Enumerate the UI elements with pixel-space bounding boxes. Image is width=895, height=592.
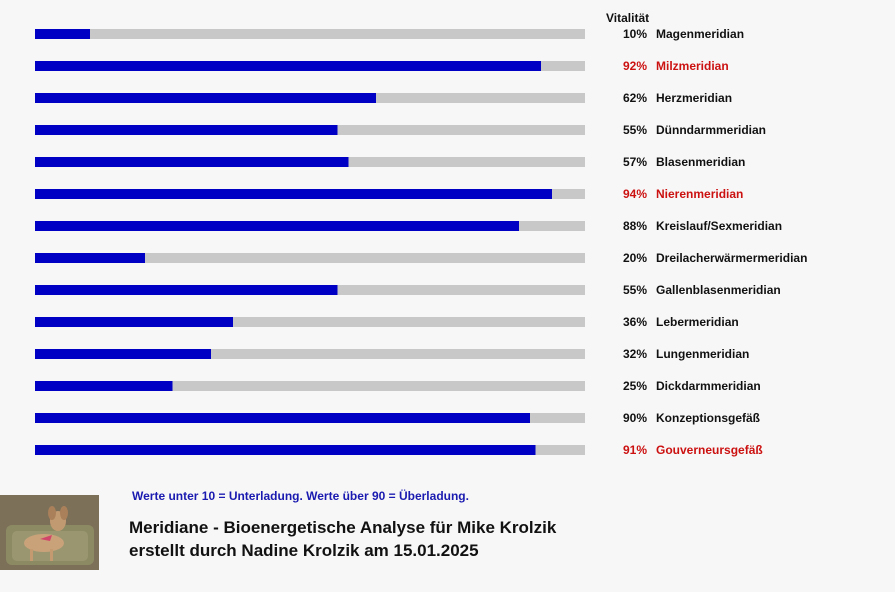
chart-title: Vitalität [606, 11, 649, 25]
bar-dickdarmmeridian [35, 381, 173, 391]
category-label: Gallenblasenmeridian [656, 283, 781, 297]
category-label: Lebermeridian [656, 315, 739, 329]
bar-konzeptionsgefäß [35, 413, 530, 423]
bar-blasenmeridian [35, 157, 349, 167]
bar-value-label: 55% [623, 123, 647, 137]
bar-track [35, 253, 585, 263]
bar-magenmeridian [35, 29, 90, 39]
bar-milzmeridian [35, 61, 541, 71]
meridian-bar-chart: Vitalität 10% Magenmeridian 92% Milzmeridia… [35, 11, 807, 457]
bar-lebermeridian [35, 317, 233, 327]
bar-track [35, 381, 585, 391]
bar-value-label: 25% [623, 379, 647, 393]
category-label: Dünndarmmeridian [656, 123, 766, 137]
category-label: Herzmeridian [656, 91, 732, 105]
bar-lungenmeridian [35, 349, 211, 359]
bar-nierenmeridian [35, 189, 552, 199]
bar-value-label: 88% [623, 219, 647, 233]
bar-value-label: 36% [623, 315, 647, 329]
bar-value-label: 57% [623, 155, 647, 169]
bar-value-label: 32% [623, 347, 647, 361]
bar-value-label: 20% [623, 251, 647, 265]
category-label: Nierenmeridian [656, 187, 743, 201]
bar-track [35, 29, 585, 39]
bar-kreislauf-sexmeridian [35, 221, 519, 231]
category-label: Blasenmeridian [656, 155, 745, 169]
bar-value-label: 90% [623, 411, 647, 425]
bar-value-label: 94% [623, 187, 647, 201]
dog-photo [0, 495, 99, 570]
bar-gallenblasenmeridian [35, 285, 338, 295]
bar-value-label: 91% [623, 443, 647, 457]
category-label: Gouverneursgefäß [656, 443, 763, 457]
category-label: Milzmeridian [656, 59, 729, 73]
bar-value-label: 62% [623, 91, 647, 105]
bar-dünndarmmeridian [35, 125, 338, 135]
bar-track [35, 349, 585, 359]
category-label: Dickdarmmeridian [656, 379, 761, 393]
bar-track [35, 317, 585, 327]
report-subtitle: erstellt durch Nadine Krolzik am 15.01.2… [129, 541, 479, 560]
bar-value-label: 92% [623, 59, 647, 73]
bar-value-label: 55% [623, 283, 647, 297]
bar-value-label: 10% [623, 27, 647, 41]
bar-herzmeridian [35, 93, 376, 103]
value-range-note: Werte unter 10 = Unterladung. Werte über… [132, 489, 469, 503]
category-label: Lungenmeridian [656, 347, 749, 361]
category-label: Dreilacherwärmermeridian [656, 251, 807, 265]
category-label: Konzeptionsgefäß [656, 411, 760, 425]
category-label: Kreislauf/Sexmeridian [656, 219, 782, 233]
category-label: Magenmeridian [656, 27, 744, 41]
bar-gouverneursgefäß [35, 445, 536, 455]
bar-dreilacherwärmermeridian [35, 253, 145, 263]
report-title: Meridiane - Bioenergetische Analyse für … [129, 518, 557, 537]
